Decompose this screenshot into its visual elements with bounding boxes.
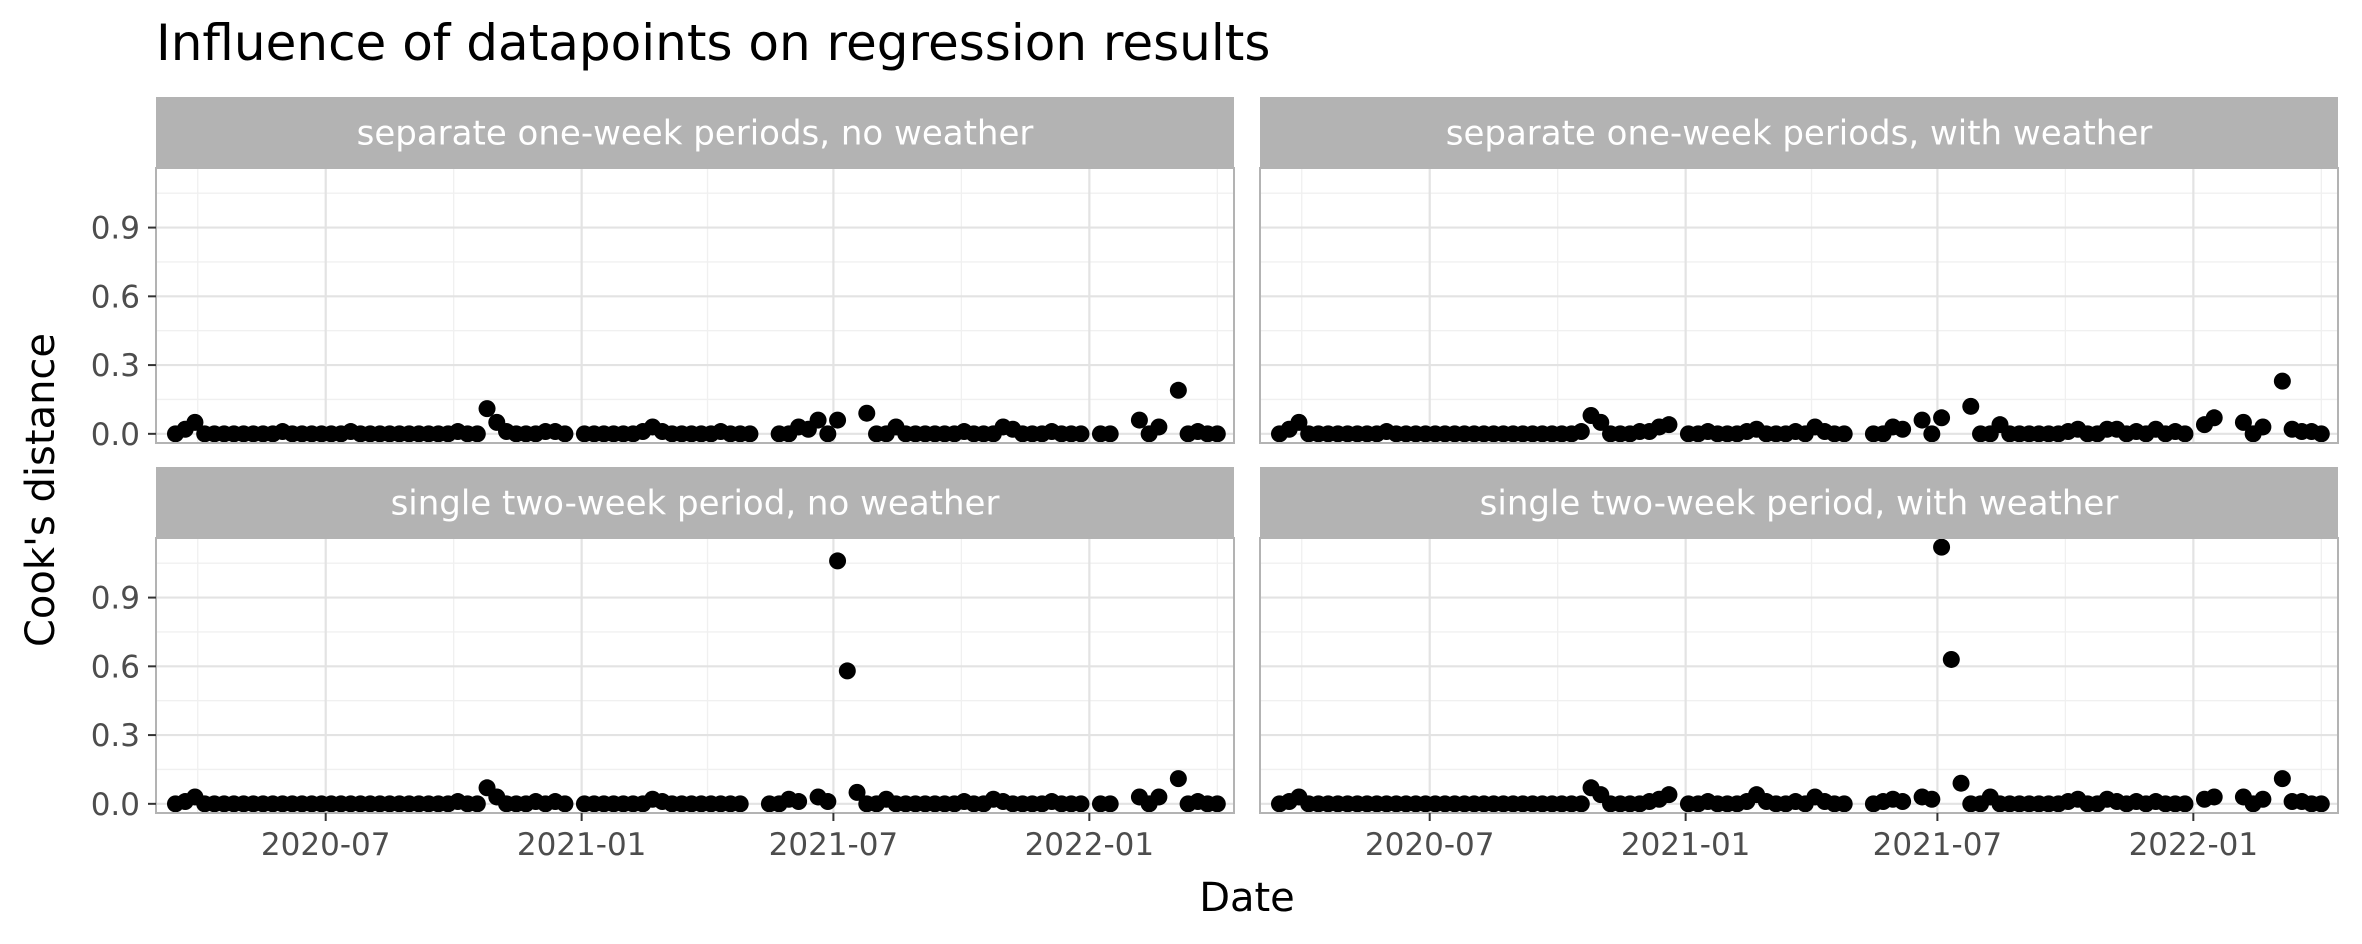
data-point: [1660, 416, 1678, 434]
panel-background: [156, 538, 1234, 813]
y-tick-label: 0.3: [91, 718, 140, 754]
panel-border: [155, 537, 1235, 814]
chart-title: Influence of datapoints on regression re…: [156, 14, 1270, 72]
data-point: [2176, 795, 2194, 813]
y-tick-label: 0.0: [91, 787, 140, 823]
data-point: [1942, 650, 1960, 668]
facet-panel: single two-week period, with weather 2020…: [1259, 467, 2339, 863]
data-point: [1923, 790, 1941, 808]
data-point: [1572, 423, 1590, 441]
y-tick-label: 0.9: [91, 211, 140, 247]
data-point: [2273, 372, 2291, 390]
panel-background: [1260, 538, 2338, 813]
panel-background: [1260, 168, 2338, 443]
data-point: [1169, 770, 1187, 788]
data-point: [1894, 793, 1912, 811]
data-point: [2176, 425, 2194, 443]
data-point: [2234, 413, 2252, 431]
data-point: [468, 795, 486, 813]
data-point: [1169, 381, 1187, 399]
data-point: [819, 425, 837, 443]
data-point: [1290, 413, 1308, 431]
facet-strip: [156, 97, 1234, 168]
data-point: [838, 662, 856, 680]
x-tick-label: 2021-01: [1621, 827, 1751, 863]
x-axis-title: Date: [1199, 875, 1295, 921]
data-point: [1150, 788, 1168, 806]
data-point: [2312, 425, 2330, 443]
facet-strip-label: separate one-week periods, with weather: [1446, 114, 2153, 154]
facet-panel: separate one-week periods, no weather 0.0…: [91, 97, 1235, 453]
panel-background: [156, 168, 1234, 443]
x-tick-label: 2020-07: [261, 827, 391, 863]
data-point: [1072, 795, 1090, 813]
x-tick-label: 2021-07: [769, 827, 899, 863]
data-point: [1150, 418, 1168, 436]
data-point: [1572, 795, 1590, 813]
data-point: [1208, 425, 1226, 443]
x-tick-label: 2021-01: [517, 827, 647, 863]
data-point: [848, 783, 866, 801]
y-tick-label: 0.3: [91, 348, 140, 384]
data-point: [741, 425, 759, 443]
facet-panel: separate one-week periods, with weather: [1259, 97, 2339, 444]
panel-grid: separate one-week periods, no weather 0.0…: [91, 97, 2339, 863]
data-point: [1592, 413, 1610, 431]
y-tick-label: 0.6: [91, 649, 140, 685]
data-point: [1130, 411, 1148, 429]
facet-strip: [156, 467, 1234, 538]
data-point: [556, 425, 574, 443]
data-point: [829, 552, 847, 570]
data-point: [1933, 409, 1951, 427]
data-point: [186, 413, 204, 431]
data-point: [790, 793, 808, 811]
data-point: [1208, 795, 1226, 813]
data-point: [468, 425, 486, 443]
data-point: [2254, 790, 2272, 808]
x-tick-label: 2020-07: [1365, 827, 1495, 863]
facet-strip-label: single two-week period, with weather: [1480, 484, 2119, 524]
facet-panel: single two-week period, no weather 0.0 0.3…: [91, 467, 1235, 863]
data-point: [2312, 795, 2330, 813]
data-point: [1835, 425, 1853, 443]
data-point: [1894, 420, 1912, 438]
data-point: [1913, 411, 1931, 429]
data-point: [731, 795, 749, 813]
data-point: [1660, 786, 1678, 804]
x-tick-label: 2022-01: [1025, 827, 1155, 863]
panel-border: [1259, 167, 2339, 444]
y-tick-label: 0.6: [91, 279, 140, 315]
x-tick-label: 2022-01: [2129, 827, 2259, 863]
data-point: [1962, 397, 1980, 415]
data-point: [2273, 770, 2291, 788]
data-point: [478, 400, 496, 418]
y-tick-label: 0.0: [91, 417, 140, 453]
facet-strip-label: separate one-week periods, no weather: [357, 114, 1034, 154]
data-point: [858, 404, 876, 422]
data-point: [829, 411, 847, 429]
panel-border: [155, 167, 1235, 444]
data-point: [809, 411, 827, 429]
data-point: [1923, 425, 1941, 443]
y-tick-label: 0.9: [91, 581, 140, 617]
x-tick-label: 2021-07: [1873, 827, 2003, 863]
data-point: [1952, 774, 1970, 792]
panel-border: [1259, 537, 2339, 814]
facet-strip-label: single two-week period, no weather: [391, 484, 1000, 524]
data-point: [1835, 795, 1853, 813]
data-point: [1101, 795, 1119, 813]
data-point: [1072, 425, 1090, 443]
data-point: [2254, 418, 2272, 436]
data-point: [556, 795, 574, 813]
data-point: [819, 793, 837, 811]
facet-strip: [1260, 467, 2338, 538]
facet-strip: [1260, 97, 2338, 168]
y-axis-title: Cook's distance: [18, 333, 64, 647]
data-point: [1101, 425, 1119, 443]
data-point: [2205, 409, 2223, 427]
data-point: [2205, 788, 2223, 806]
data-point: [1933, 538, 1951, 556]
